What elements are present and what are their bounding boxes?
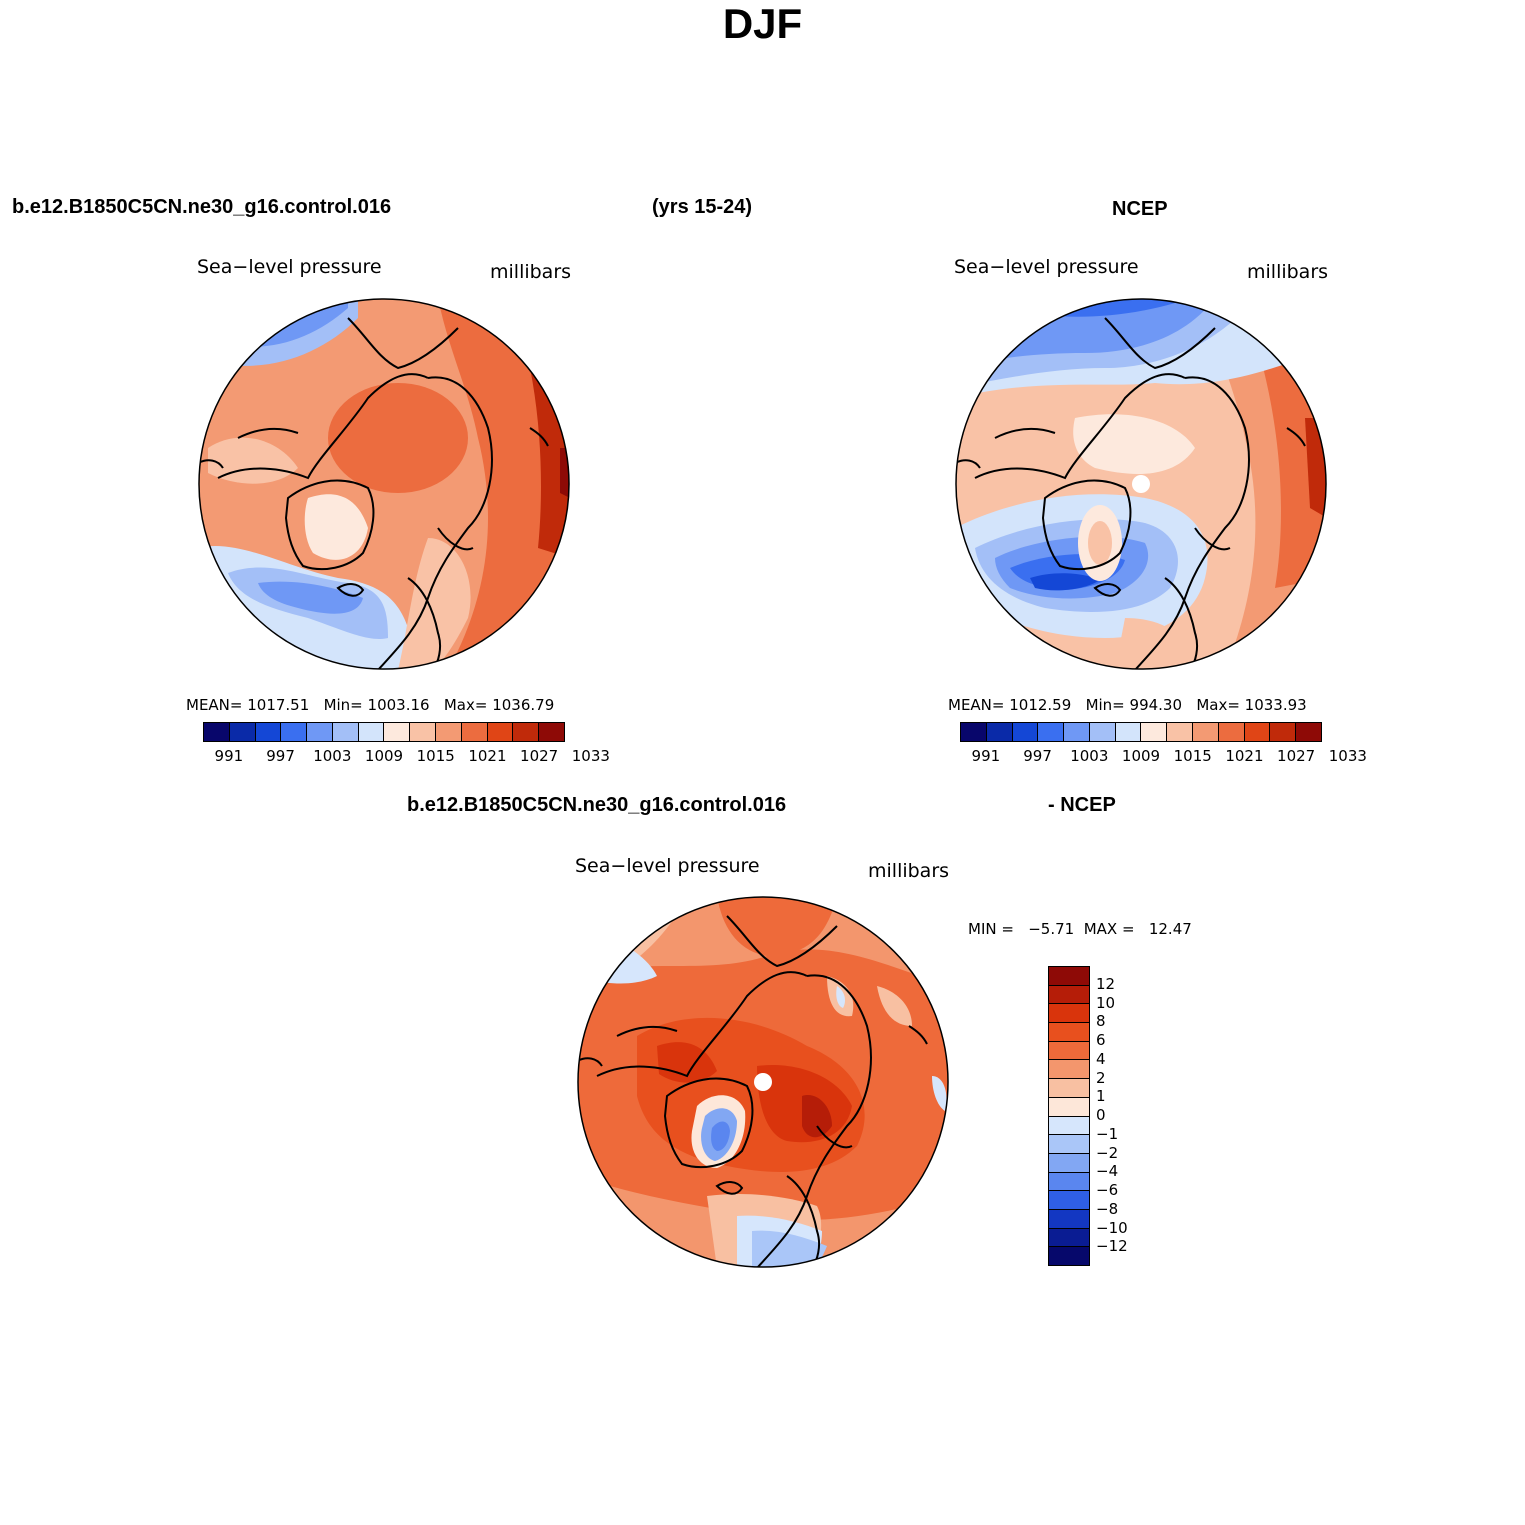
colorbar-swatch [461,723,488,741]
colorbar-swatch [1049,1209,1089,1229]
colorbar-tick-label: 991 [214,747,244,765]
colorbar-swatch [1049,1135,1089,1154]
colorbar-swatch [1049,1004,1089,1024]
colorbar-swatch [1218,723,1245,741]
colorbar-swatch [961,723,987,741]
colorbar-tick-label: 997 [1023,747,1052,765]
obs-colorbar-labels: 991 997 1003 1009 1015 1021 1027 1033 [960,747,1367,767]
obs-units-label: millibars [1247,261,1329,283]
colorbar-tick-label: −8 [1096,1199,1119,1218]
colorbar-tick-label: −12 [1096,1237,1128,1256]
colorbar-tick-label: −10 [1096,1218,1128,1237]
colorbar-tick-label: 0 [1096,1106,1106,1124]
model-colorbar [203,722,565,742]
colorbar-tick-label: 991 [971,747,1001,765]
colorbar-swatch [1049,1041,1089,1061]
colorbar-swatch [1049,1247,1089,1265]
colorbar-swatch [1049,985,1089,1005]
model-units-label: millibars [490,261,572,283]
colorbar-tick-label: −1 [1096,1124,1119,1143]
colorbar-swatch [384,723,411,741]
colorbar-swatch [410,723,437,741]
colorbar-swatch [1270,723,1297,741]
obs-colorbar [960,722,1322,742]
colorbar-swatch [1049,1079,1089,1098]
colorbar-swatch [986,723,1013,741]
colorbar-swatch [332,723,359,741]
diff-minus-label: - NCEP [1048,794,1116,816]
colorbar-swatch [1141,723,1168,741]
colorbar-tick-label: −2 [1096,1143,1119,1162]
colorbar-swatch [204,723,230,741]
colorbar-swatch [1049,967,1089,986]
colorbar-tick-label: 6 [1096,1031,1106,1049]
colorbar-tick-label: 12 [1096,974,1116,993]
colorbar-tick-label: 1 [1096,1087,1106,1106]
colorbar-swatch [1244,723,1271,741]
colorbar-swatch [1115,723,1142,741]
colorbar-swatch [436,723,462,741]
diff-polar-map [577,896,949,1268]
colorbar-tick-label: 1015 [416,747,455,765]
obs-case-label: NCEP [1112,198,1168,220]
diff-case-label: b.e12.B1850C5CN.ne30_g16.control.016 [407,794,787,816]
colorbar-tick-label: 1021 [1225,747,1264,765]
period-label: (yrs 15-24) [652,196,753,218]
colorbar-swatch [1049,1172,1089,1192]
colorbar-tick-label: 1021 [468,747,507,765]
colorbar-tick-label: 1033 [1328,747,1367,765]
colorbar-tick-label: −6 [1096,1181,1119,1199]
colorbar-tick-label: 1033 [571,747,610,765]
colorbar-tick-label: 4 [1096,1049,1106,1068]
colorbar-swatch [1296,723,1321,741]
colorbar-swatch [487,723,514,741]
colorbar-swatch [1049,1191,1089,1210]
colorbar-tick-label: 1009 [364,747,404,765]
model-colorbar-labels: 991 997 1003 1009 1015 1021 1027 1033 [203,747,610,767]
colorbar-swatch [281,723,308,741]
colorbar-swatch [1049,1060,1089,1080]
colorbar-tick-label: 1009 [1121,747,1161,765]
colorbar-tick-label: 8 [1096,1012,1106,1031]
obs-stats: MEAN= 1012.59 Min= 994.30 Max= 1033.93 [948,696,1307,714]
colorbar-swatch [539,723,564,741]
colorbar-tick-label: 1003 [1070,747,1109,765]
obs-polar-map [955,298,1327,670]
diff-colorbar [1048,966,1090,1266]
colorbar-swatch [1049,1116,1089,1136]
colorbar-swatch [1049,1023,1089,1042]
colorbar-swatch [1167,723,1194,741]
diff-stats: MIN = −5.71 MAX = 12.47 [968,920,1192,938]
colorbar-swatch [1038,723,1065,741]
colorbar-swatch [1049,1153,1089,1173]
model-case-label: b.e12.B1850C5CN.ne30_g16.control.016 [12,196,392,218]
colorbar-tick-label: −4 [1096,1162,1119,1181]
colorbar-swatch [358,723,385,741]
colorbar-tick-label: 1027 [1277,747,1316,765]
colorbar-swatch [1049,1228,1089,1248]
colorbar-swatch [1089,723,1116,741]
page-title: DJF [722,0,803,47]
diff-units-label: millibars [868,860,950,882]
colorbar-swatch [1193,723,1219,741]
colorbar-tick-label: 997 [266,747,295,765]
colorbar-swatch [1064,723,1090,741]
colorbar-swatch [513,723,540,741]
colorbar-tick-label: 10 [1096,993,1116,1012]
obs-variable-label: Sea−level pressure [954,256,1139,278]
colorbar-swatch [1012,723,1039,741]
colorbar-tick-label: 1003 [313,747,352,765]
colorbar-swatch [255,723,282,741]
model-polar-map [198,298,570,670]
model-variable-label: Sea−level pressure [197,256,382,278]
colorbar-swatch [229,723,256,741]
colorbar-tick-label: 1015 [1173,747,1212,765]
diff-variable-label: Sea−level pressure [575,855,760,877]
colorbar-swatch [307,723,333,741]
colorbar-tick-label: 2 [1096,1068,1106,1087]
model-stats: MEAN= 1017.51 Min= 1003.16 Max= 1036.79 [186,696,555,714]
colorbar-swatch [1049,1097,1089,1117]
colorbar-tick-label: 1027 [520,747,559,765]
